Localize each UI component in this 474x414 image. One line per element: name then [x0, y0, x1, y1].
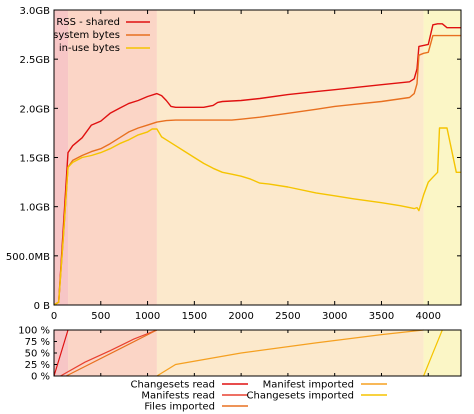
- top-x-axis: 0 500 1000 1500 2000 2500 3000 3500 4000: [51, 10, 441, 322]
- x-tick-label: 3500: [369, 311, 394, 322]
- x-tick-label: 4000: [416, 311, 441, 322]
- legend-label: Changesets read: [131, 380, 215, 391]
- y-tick-label: 50 %: [25, 349, 50, 360]
- x-tick-label: 500: [91, 311, 110, 322]
- bottom-y-axis: 0 %25 %50 %75 %100 %: [18, 326, 57, 383]
- bottom-phase-backgrounds: [54, 330, 461, 376]
- y-tick-label: 1.0GB: [19, 203, 50, 214]
- phase-band-top-2: [156, 10, 424, 305]
- progress-line-changesets-read: [53, 329, 69, 377]
- top-series-lines: [53, 23, 461, 306]
- y-tick-label: 2.5GB: [19, 55, 50, 66]
- x-tick-label: 1500: [182, 311, 207, 322]
- y-tick-label: 3.0GB: [19, 6, 50, 17]
- y-tick-label: 0 %: [31, 372, 50, 383]
- y-tick-label: 0 B: [34, 301, 51, 312]
- y-tick-label: 100 %: [18, 326, 50, 337]
- series-line-system-bytes: [53, 34, 461, 306]
- x-tick-label: 2000: [228, 311, 253, 322]
- series-line-in-use-bytes: [53, 127, 461, 306]
- series-line-rss-shared: [53, 23, 461, 306]
- progress-line-changesets-imported: [423, 329, 443, 377]
- y-tick-label: 1.5GB: [19, 154, 50, 165]
- top-legend: RSS - shared system bytes in-use bytes: [53, 17, 150, 54]
- progress-line-manifests-read: [60, 329, 158, 377]
- x-tick-label: 3000: [322, 311, 347, 322]
- top-phase-backgrounds: [54, 10, 461, 305]
- legend-label: Changesets imported: [247, 391, 354, 402]
- phase-band-bottom-2: [156, 330, 424, 376]
- progress-line-files-imported: [65, 329, 158, 377]
- legend-label: system bytes: [53, 30, 120, 41]
- legend-label: RSS - shared: [56, 17, 120, 28]
- bottom-series-lines: [53, 329, 443, 377]
- progress-line-manifest-imported: [156, 329, 424, 377]
- y-tick-label: 2.0GB: [19, 104, 50, 115]
- phase-band-top-0: [54, 10, 69, 305]
- y-tick-label: 25 %: [25, 360, 50, 371]
- legend-label: Manifest imported: [263, 380, 354, 391]
- y-tick-label: 500.0MB: [6, 252, 50, 263]
- x-tick-label: 2500: [275, 311, 300, 322]
- legend-label: Manifests read: [141, 391, 215, 402]
- phase-band-top-3: [423, 10, 461, 305]
- legend-label: Files imported: [144, 402, 215, 413]
- phase-band-bottom-3: [423, 330, 461, 376]
- legend-label: in-use bytes: [59, 43, 120, 54]
- bottom-x-axis: [53, 330, 429, 376]
- x-tick-label: 0: [51, 311, 57, 322]
- x-tick-label: 1000: [135, 311, 160, 322]
- top-y-axis: 0 B 500.0MB 1.0GB 1.5GB 2.0GB 2.5GB 3.0GB: [6, 6, 461, 312]
- y-tick-label: 75 %: [25, 337, 50, 348]
